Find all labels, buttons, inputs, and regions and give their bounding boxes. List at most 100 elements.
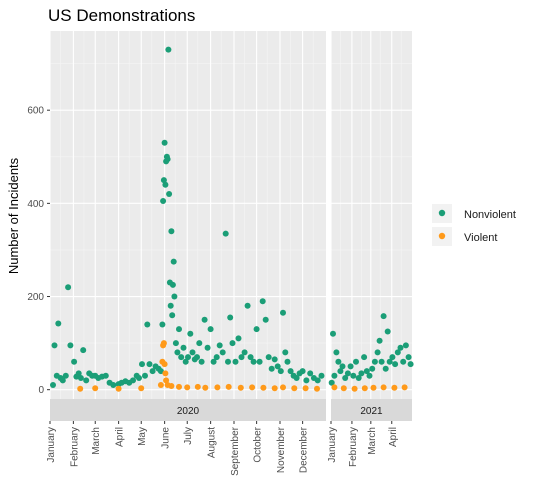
- data-point-violent: [361, 385, 368, 392]
- data-point-nonviolent: [262, 316, 269, 323]
- data-point-violent: [214, 384, 221, 391]
- data-point-nonviolent: [335, 358, 342, 365]
- data-point-nonviolent: [358, 370, 365, 377]
- data-point-nonviolent: [344, 370, 351, 377]
- data-point-nonviolent: [339, 363, 346, 370]
- y-tick-label: 0: [38, 385, 44, 396]
- legend-nonviolent-marker: [438, 209, 446, 217]
- data-point-violent: [340, 385, 347, 392]
- data-point-nonviolent: [299, 368, 306, 375]
- data-point-nonviolent: [225, 358, 231, 365]
- data-point-violent: [163, 377, 170, 384]
- y-axis: 0 200 400 600: [27, 106, 50, 396]
- data-point-violent: [157, 382, 164, 388]
- data-point-nonviolent: [256, 358, 263, 365]
- x-tick-label: July: [183, 427, 194, 445]
- panel-2021-background: [331, 31, 412, 399]
- data-point-nonviolent: [83, 377, 90, 384]
- data-point-nonviolent: [374, 349, 381, 356]
- data-point-nonviolent: [204, 344, 211, 351]
- data-point-nonviolent: [160, 177, 167, 184]
- data-point-nonviolent: [232, 358, 239, 365]
- data-point-nonviolent: [307, 370, 314, 377]
- data-point-violent: [225, 383, 232, 390]
- strip-2020: [50, 399, 326, 421]
- y-tick-label: 200: [27, 292, 44, 303]
- x-tick-label: January: [46, 427, 57, 463]
- data-point-violent: [138, 385, 145, 392]
- data-point-nonviolent: [171, 293, 178, 300]
- data-point-violent: [77, 385, 84, 392]
- legend-violent-label: Violent: [464, 232, 497, 244]
- data-point-nonviolent: [227, 314, 234, 321]
- data-point-violent: [160, 340, 167, 347]
- data-point-nonviolent: [160, 198, 167, 204]
- data-point-nonviolent: [405, 354, 412, 361]
- data-point-nonviolent: [402, 342, 409, 349]
- data-point-nonviolent: [180, 344, 187, 351]
- data-point-nonviolent: [210, 358, 217, 365]
- data-point-nonviolent: [400, 358, 407, 365]
- data-point-nonviolent: [164, 156, 171, 163]
- data-point-nonviolent: [250, 358, 257, 365]
- data-point-nonviolent: [376, 337, 383, 344]
- data-point-nonviolent: [166, 191, 173, 197]
- x-tick-label: March: [367, 427, 378, 455]
- x-tick-label: January: [327, 427, 338, 463]
- data-point-nonviolent: [170, 258, 177, 265]
- data-point-nonviolent: [162, 181, 169, 188]
- data-point-nonviolent: [130, 377, 136, 384]
- data-point-nonviolent: [407, 361, 414, 368]
- data-point-violent: [351, 385, 358, 392]
- data-point-nonviolent: [172, 340, 179, 347]
- data-point-nonviolent: [314, 377, 321, 384]
- data-point-nonviolent: [303, 377, 310, 384]
- data-point-nonviolent: [271, 356, 278, 363]
- data-point-violent: [184, 384, 191, 391]
- data-point-nonviolent: [287, 368, 294, 375]
- data-point-violent: [380, 384, 387, 391]
- data-point-nonviolent: [277, 368, 284, 375]
- strip-2021-label: 2021: [360, 406, 383, 417]
- data-point-nonviolent: [168, 228, 175, 235]
- legend-nonviolent-label: Nonviolent: [464, 209, 516, 221]
- data-point-nonviolent: [77, 375, 84, 381]
- data-point-nonviolent: [238, 354, 245, 361]
- data-point-nonviolent: [102, 372, 109, 379]
- data-point-nonviolent: [178, 354, 185, 361]
- data-point-violent: [401, 384, 408, 391]
- data-point-nonviolent: [207, 326, 214, 333]
- data-point-nonviolent: [284, 358, 291, 365]
- data-points: [50, 46, 414, 392]
- data-point-violent: [162, 370, 169, 377]
- data-point-nonviolent: [330, 330, 336, 337]
- data-point-nonviolent: [265, 354, 272, 361]
- data-point-nonviolent: [139, 361, 145, 368]
- data-point-nonviolent: [149, 368, 156, 375]
- data-point-nonviolent: [384, 328, 391, 335]
- data-point-violent: [194, 383, 201, 390]
- legend: Nonviolent Violent: [432, 204, 516, 246]
- data-point-violent: [314, 385, 320, 392]
- data-point-nonviolent: [389, 354, 396, 361]
- data-point-nonviolent: [194, 354, 200, 361]
- data-point-nonviolent: [213, 354, 220, 361]
- x-tick-label: June: [161, 427, 172, 449]
- data-point-nonviolent: [219, 349, 226, 356]
- data-point-nonviolent: [59, 377, 66, 384]
- data-point-violent: [331, 384, 338, 391]
- data-point-nonviolent: [165, 46, 172, 53]
- data-point-violent: [302, 385, 309, 392]
- data-point-nonviolent: [144, 321, 151, 328]
- data-point-violent: [370, 384, 377, 391]
- x-tick-label: October: [253, 426, 264, 462]
- data-point-nonviolent: [169, 312, 176, 319]
- data-point-nonviolent: [189, 349, 196, 356]
- data-point-violent: [202, 384, 209, 391]
- data-point-nonviolent: [392, 361, 399, 368]
- data-point-violent: [237, 384, 244, 391]
- data-point-violent: [176, 383, 182, 390]
- data-point-nonviolent: [328, 379, 335, 386]
